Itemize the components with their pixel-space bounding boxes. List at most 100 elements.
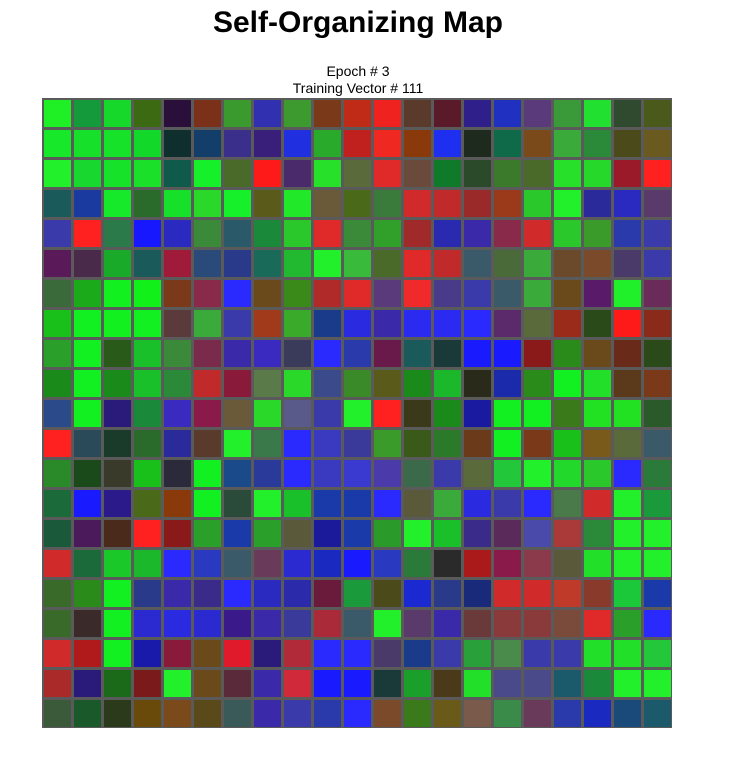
som-node-cell (253, 579, 281, 607)
som-node-cell (613, 369, 641, 397)
som-node-cell (373, 219, 401, 247)
som-node-cell (313, 579, 341, 607)
som-node-cell (553, 459, 581, 487)
som-node-cell (613, 159, 641, 187)
som-node-cell (373, 339, 401, 367)
som-node-cell (403, 459, 431, 487)
som-node-cell (253, 309, 281, 337)
som-node-cell (283, 189, 311, 217)
som-node-cell (553, 609, 581, 637)
som-node-cell (43, 399, 71, 427)
som-node-cell (343, 279, 371, 307)
epoch-label: Epoch # 3 (326, 63, 390, 79)
som-node-cell (643, 489, 671, 517)
som-node-cell (523, 339, 551, 367)
som-node-cell (343, 309, 371, 337)
som-node-cell (373, 609, 401, 637)
som-node-cell (253, 489, 281, 517)
som-node-cell (253, 669, 281, 697)
som-node-cell (643, 609, 671, 637)
som-node-cell (493, 609, 521, 637)
som-node-cell (283, 309, 311, 337)
som-node-cell (223, 609, 251, 637)
som-node-cell (133, 159, 161, 187)
som-node-cell (433, 669, 461, 697)
som-node-cell (223, 579, 251, 607)
som-node-cell (73, 489, 101, 517)
som-node-cell (643, 309, 671, 337)
som-node-cell (73, 549, 101, 577)
som-node-cell (163, 99, 191, 127)
som-node-cell (43, 339, 71, 367)
som-node-cell (43, 369, 71, 397)
som-node-cell (373, 459, 401, 487)
som-node-cell (583, 549, 611, 577)
som-node-cell (223, 699, 251, 727)
som-node-cell (283, 219, 311, 247)
som-node-cell (73, 339, 101, 367)
som-node-cell (403, 609, 431, 637)
som-node-cell (223, 429, 251, 457)
som-node-cell (283, 489, 311, 517)
som-node-cell (613, 429, 641, 457)
som-node-cell (553, 549, 581, 577)
som-node-cell (163, 159, 191, 187)
som-node-cell (523, 99, 551, 127)
som-node-cell (43, 129, 71, 157)
som-node-cell (343, 609, 371, 637)
som-node-cell (523, 489, 551, 517)
som-node-cell (313, 129, 341, 157)
som-node-cell (73, 429, 101, 457)
som-node-cell (553, 429, 581, 457)
som-node-cell (553, 639, 581, 667)
som-node-cell (463, 99, 491, 127)
som-node-cell (193, 369, 221, 397)
som-node-cell (163, 489, 191, 517)
som-node-cell (373, 429, 401, 457)
som-node-cell (43, 429, 71, 457)
som-node-cell (373, 279, 401, 307)
som-node-cell (463, 699, 491, 727)
som-node-cell (613, 189, 641, 217)
som-node-cell (343, 519, 371, 547)
som-node-cell (463, 579, 491, 607)
som-node-cell (103, 699, 131, 727)
som-node-cell (523, 549, 551, 577)
som-node-cell (43, 159, 71, 187)
som-node-cell (223, 399, 251, 427)
som-node-cell (403, 339, 431, 367)
som-node-cell (103, 669, 131, 697)
som-node-cell (163, 639, 191, 667)
som-node-cell (283, 459, 311, 487)
som-node-cell (463, 549, 491, 577)
som-node-cell (133, 699, 161, 727)
som-node-cell (583, 219, 611, 247)
som-node-cell (373, 369, 401, 397)
som-node-cell (253, 339, 281, 367)
som-node-cell (73, 519, 101, 547)
som-node-cell (463, 339, 491, 367)
som-node-cell (193, 609, 221, 637)
som-node-cell (583, 519, 611, 547)
som-node-cell (313, 219, 341, 247)
som-node-cell (343, 669, 371, 697)
som-node-cell (253, 99, 281, 127)
som-node-cell (283, 369, 311, 397)
som-node-cell (283, 519, 311, 547)
som-node-cell (253, 279, 281, 307)
som-node-cell (103, 459, 131, 487)
som-node-cell (463, 639, 491, 667)
som-node-cell (283, 609, 311, 637)
som-node-cell (463, 369, 491, 397)
som-node-cell (313, 189, 341, 217)
som-node-cell (583, 249, 611, 277)
som-node-cell (583, 189, 611, 217)
som-node-cell (133, 609, 161, 637)
som-node-cell (343, 549, 371, 577)
som-node-cell (103, 99, 131, 127)
som-node-cell (313, 669, 341, 697)
som-node-cell (133, 489, 161, 517)
som-node-cell (433, 189, 461, 217)
som-node-cell (313, 699, 341, 727)
som-node-cell (313, 99, 341, 127)
